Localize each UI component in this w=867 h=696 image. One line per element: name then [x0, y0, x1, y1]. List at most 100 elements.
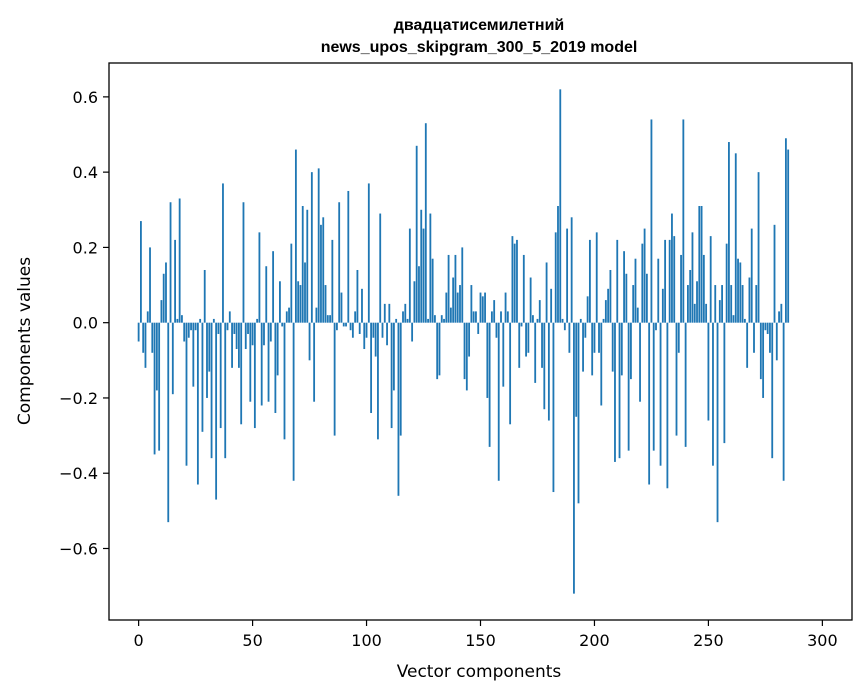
bar: [436, 322, 439, 380]
bar: [472, 311, 475, 323]
bar: [404, 303, 407, 323]
bar: [434, 315, 436, 323]
bar: [725, 243, 728, 323]
bar: [308, 322, 311, 361]
bar: [520, 322, 523, 327]
bar: [326, 315, 329, 323]
bar: [497, 322, 500, 481]
bar: [714, 285, 717, 323]
bar: [290, 243, 293, 323]
bar: [607, 288, 610, 323]
bar: [721, 285, 723, 323]
bar: [336, 322, 338, 331]
bar: [611, 322, 614, 372]
bar: [746, 322, 749, 368]
bar: [554, 232, 557, 323]
bar: [390, 322, 393, 429]
bar: [739, 262, 742, 323]
bar: [465, 322, 468, 391]
bar: [445, 292, 448, 323]
bar: [187, 322, 190, 338]
bar: [153, 322, 156, 455]
bar: [543, 322, 546, 410]
bar: [349, 322, 352, 331]
bar: [609, 269, 612, 323]
bar: [682, 119, 685, 323]
bar: [582, 322, 584, 372]
bar: [429, 213, 432, 323]
bar: [477, 322, 480, 334]
bar: [693, 303, 696, 323]
bar: [165, 262, 167, 323]
bar: [212, 318, 215, 323]
bar: [315, 307, 318, 323]
bar: [488, 322, 491, 447]
bar: [206, 322, 208, 398]
y-tick-label: 0.0: [73, 314, 98, 333]
bar: [424, 123, 427, 323]
bar: [322, 217, 325, 323]
bar: [545, 262, 548, 323]
bar: [183, 322, 186, 342]
bar: [299, 285, 302, 323]
bar: [463, 322, 466, 380]
bar: [406, 318, 409, 323]
bar: [347, 190, 350, 323]
y-tick-label: 0.4: [73, 163, 98, 182]
bar: [408, 228, 411, 323]
bar: [222, 183, 224, 323]
bar: [686, 285, 689, 323]
bar: [381, 322, 384, 338]
bar: [504, 292, 507, 323]
bar: [438, 322, 441, 376]
bar: [379, 213, 382, 323]
bar: [288, 307, 290, 323]
x-tick-label: 150: [465, 631, 496, 650]
chart-title-line-2: news_upos_skipgram_300_5_2019 model: [321, 39, 638, 56]
bar: [570, 217, 573, 323]
bar: [415, 145, 418, 323]
bar: [557, 206, 559, 323]
bar: [680, 254, 682, 323]
bar: [625, 273, 628, 323]
bar: [787, 149, 790, 323]
bar: [142, 322, 145, 353]
bar: [584, 322, 587, 338]
bar: [641, 243, 644, 323]
bar: [664, 239, 667, 323]
bar: [732, 315, 735, 323]
bar: [730, 285, 733, 323]
bar: [479, 292, 482, 323]
bar: [762, 322, 765, 398]
bar: [529, 277, 532, 323]
bar: [500, 311, 502, 323]
bar: [294, 149, 297, 323]
bar: [160, 300, 163, 323]
bar: [691, 232, 694, 323]
bar: [702, 254, 705, 323]
bar: [461, 247, 464, 323]
bar: [659, 322, 662, 466]
bar: [196, 322, 199, 485]
bar: [420, 209, 423, 323]
bar: [267, 322, 270, 402]
bar: [194, 322, 197, 331]
bar: [771, 322, 774, 459]
bar: [586, 296, 589, 323]
bar: [707, 322, 710, 421]
bar: [149, 247, 151, 323]
bar: [233, 322, 236, 334]
bar: [140, 221, 142, 323]
bar: [661, 288, 664, 323]
bar: [185, 322, 188, 466]
bar: [226, 322, 229, 331]
bar: [155, 322, 158, 391]
bars-group: [137, 89, 790, 594]
bar: [559, 89, 562, 323]
bar: [650, 119, 653, 323]
bar: [276, 322, 279, 376]
bar: [709, 236, 712, 323]
bar: [577, 322, 580, 504]
bar: [593, 322, 596, 353]
